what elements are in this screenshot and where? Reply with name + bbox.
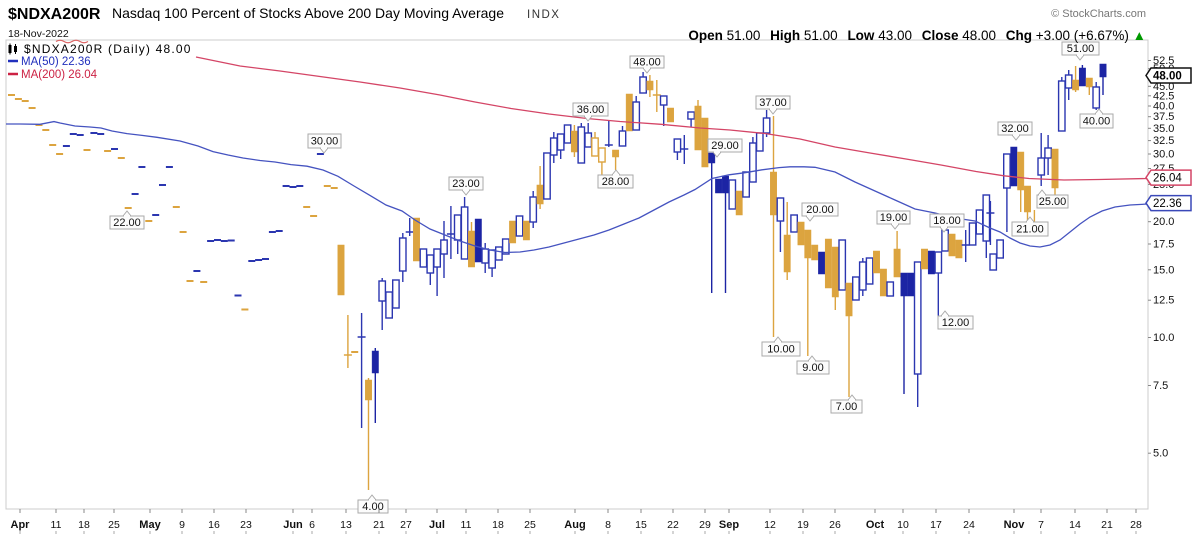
svg-text:MA(50) 22.36: MA(50) 22.36 [21, 56, 91, 68]
svg-text:INDX: INDX [527, 9, 560, 21]
svg-text:27: 27 [400, 519, 412, 531]
svg-text:25: 25 [108, 519, 120, 531]
svg-text:Aug: Aug [564, 519, 585, 531]
svg-text:19: 19 [797, 519, 809, 531]
svg-text:11: 11 [461, 519, 472, 531]
svg-text:5.0: 5.0 [1153, 448, 1168, 460]
svg-text:Jul: Jul [429, 519, 445, 531]
svg-text:26: 26 [829, 519, 841, 531]
svg-text:12.5: 12.5 [1153, 295, 1174, 307]
svg-text:21: 21 [373, 519, 385, 531]
svg-text:37.00: 37.00 [759, 97, 787, 109]
svg-text:17: 17 [930, 519, 942, 531]
svg-text:21.00: 21.00 [1016, 224, 1044, 236]
svg-text:35.0: 35.0 [1153, 123, 1174, 135]
svg-text:13: 13 [340, 519, 352, 531]
svg-text:16: 16 [208, 519, 220, 531]
svg-text:18.00: 18.00 [933, 215, 961, 227]
svg-text:6: 6 [309, 519, 315, 531]
svg-text:$NDXA200R: $NDXA200R [8, 6, 101, 23]
svg-text:9.00: 9.00 [802, 362, 823, 374]
svg-text:28: 28 [1130, 519, 1142, 531]
svg-text:14: 14 [1069, 519, 1081, 531]
svg-text:$NDXA200R (Daily) 48.00: $NDXA200R (Daily) 48.00 [24, 42, 192, 56]
svg-text:May: May [139, 519, 161, 531]
svg-text:21: 21 [1101, 519, 1113, 531]
svg-text:32.00: 32.00 [1001, 123, 1029, 135]
svg-text:Apr: Apr [11, 519, 31, 531]
svg-text:23.00: 23.00 [452, 178, 480, 190]
svg-text:24: 24 [963, 519, 975, 531]
svg-text:25: 25 [524, 519, 536, 531]
svg-text:© StockCharts.com: © StockCharts.com [1051, 8, 1146, 20]
svg-text:51.00: 51.00 [1067, 43, 1095, 55]
svg-text:30.00: 30.00 [311, 136, 339, 148]
svg-text:18: 18 [78, 519, 90, 531]
svg-text:17.5: 17.5 [1153, 239, 1174, 251]
svg-text:26.04: 26.04 [1153, 173, 1182, 185]
svg-text:11: 11 [51, 519, 62, 531]
svg-text:10.0: 10.0 [1153, 332, 1174, 344]
svg-text:MA(200) 26.04: MA(200) 26.04 [21, 69, 98, 81]
svg-text:42.5: 42.5 [1153, 90, 1174, 102]
svg-text:7.5: 7.5 [1153, 380, 1168, 392]
svg-text:25.00: 25.00 [1039, 196, 1067, 208]
svg-text:7: 7 [1038, 519, 1044, 531]
svg-text:45.0: 45.0 [1153, 81, 1174, 93]
svg-text:23: 23 [240, 519, 252, 531]
svg-text:12: 12 [764, 519, 776, 531]
svg-text:36.00: 36.00 [577, 104, 605, 116]
svg-text:29: 29 [699, 519, 711, 531]
svg-text:22: 22 [667, 519, 679, 531]
svg-text:48.00: 48.00 [633, 57, 661, 69]
svg-text:10.00: 10.00 [767, 344, 795, 356]
svg-text:19.00: 19.00 [880, 212, 908, 224]
svg-text:22.36: 22.36 [1153, 198, 1182, 210]
svg-text:Nov: Nov [1004, 519, 1026, 531]
svg-text:Jun: Jun [283, 519, 303, 531]
svg-text:Sep: Sep [719, 519, 739, 531]
svg-text:15: 15 [635, 519, 647, 531]
svg-text:15.0: 15.0 [1153, 264, 1174, 276]
svg-text:22.00: 22.00 [113, 217, 141, 229]
svg-text:20.0: 20.0 [1153, 216, 1174, 228]
svg-text:28.00: 28.00 [602, 176, 630, 188]
svg-text:20.00: 20.00 [806, 204, 834, 216]
svg-text:52.5: 52.5 [1153, 55, 1174, 67]
svg-text:10: 10 [897, 519, 909, 531]
svg-text:7.00: 7.00 [836, 401, 857, 413]
svg-text:37.5: 37.5 [1153, 111, 1174, 123]
svg-text:40.0: 40.0 [1153, 101, 1174, 113]
svg-text:30.0: 30.0 [1153, 149, 1174, 161]
svg-text:18-Nov-2022: 18-Nov-2022 [8, 28, 69, 40]
svg-text:Nasdaq 100 Percent of Stocks A: Nasdaq 100 Percent of Stocks Above 200 D… [112, 5, 504, 21]
svg-text:Oct: Oct [866, 519, 885, 531]
svg-text:18: 18 [492, 519, 504, 531]
svg-text:9: 9 [179, 519, 185, 531]
svg-text:32.5: 32.5 [1153, 135, 1174, 147]
svg-text:4.00: 4.00 [362, 501, 383, 513]
svg-text:12.00: 12.00 [942, 317, 970, 329]
svg-text:40.00: 40.00 [1083, 116, 1111, 128]
svg-text:29.00: 29.00 [711, 140, 739, 152]
svg-text:8: 8 [605, 519, 611, 531]
svg-text:48.00: 48.00 [1153, 71, 1182, 83]
